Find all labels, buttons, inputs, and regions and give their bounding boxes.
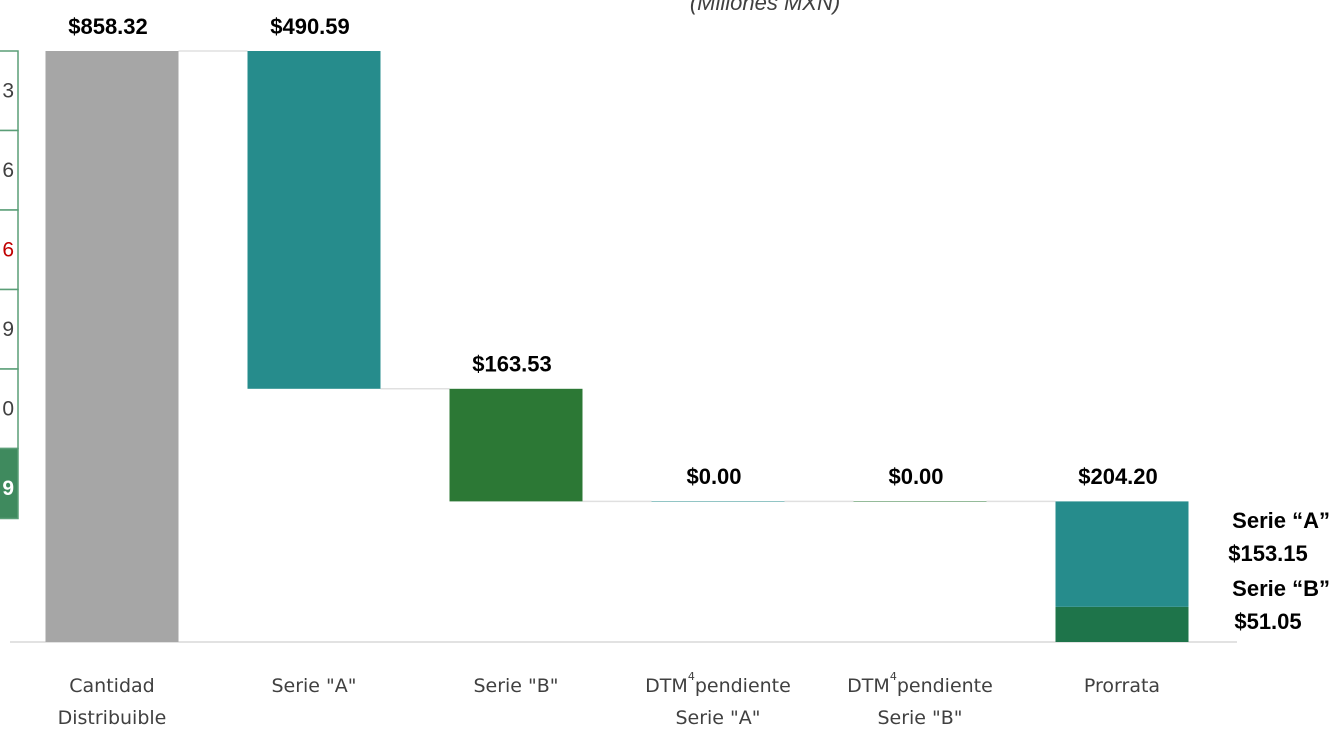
bar-segment bbox=[1055, 606, 1189, 642]
table-cell-text: 3 bbox=[2, 80, 14, 103]
value-label: $858.32 bbox=[68, 14, 148, 39]
label-part: DTM bbox=[645, 675, 688, 697]
value-label: $490.59 bbox=[270, 14, 350, 39]
x-tick-label: Cantidad bbox=[69, 675, 154, 697]
table-cell bbox=[0, 447, 19, 520]
bar bbox=[247, 51, 381, 389]
bar bbox=[651, 501, 785, 502]
footnote-mark: 4 bbox=[890, 670, 897, 683]
label-part: Distribuible bbox=[58, 707, 167, 729]
label-part: DTM bbox=[847, 675, 890, 697]
bar bbox=[853, 501, 987, 502]
table-cell-text: 6 bbox=[2, 239, 14, 262]
value-label: $163.53 bbox=[472, 352, 552, 377]
label-part: Serie "A" bbox=[271, 675, 356, 697]
x-tick-label: DTM4pendiente bbox=[847, 670, 993, 697]
label-part: Serie "A" bbox=[675, 707, 760, 729]
split-name: Serie “B” bbox=[1232, 576, 1330, 601]
x-tick-label: Serie "B" bbox=[473, 675, 558, 697]
bar bbox=[45, 51, 179, 642]
table-cell-text: 0 bbox=[2, 398, 14, 421]
label-part: Serie "B" bbox=[877, 707, 962, 729]
table-cell-text: 9 bbox=[2, 477, 14, 500]
table-cell-text: 9 bbox=[2, 318, 14, 341]
table-cell-text: 6 bbox=[2, 159, 14, 182]
label-part: pendiente bbox=[695, 675, 791, 697]
value-label: $0.00 bbox=[888, 464, 943, 489]
bar bbox=[449, 388, 583, 502]
label-part: Cantidad bbox=[69, 675, 154, 697]
label-part: Prorrata bbox=[1084, 675, 1160, 697]
chart-subtitle: (Millones MXN) bbox=[690, 0, 840, 15]
label-part: Serie "B" bbox=[473, 675, 558, 697]
bar-segment bbox=[1055, 501, 1189, 607]
split-name: Serie “A” bbox=[1232, 508, 1330, 533]
x-tick-label: DTM4pendiente bbox=[645, 670, 791, 697]
x-tick-label: Serie "B" bbox=[877, 707, 962, 729]
split-value-label: $51.05 bbox=[1234, 609, 1301, 634]
x-tick-label: Serie "A" bbox=[271, 675, 356, 697]
x-tick-label: Distribuible bbox=[58, 707, 167, 729]
x-tick-label: Serie "A" bbox=[675, 707, 760, 729]
value-label: $204.20 bbox=[1078, 464, 1158, 489]
value-label: $0.00 bbox=[686, 464, 741, 489]
label-part: pendiente bbox=[897, 675, 993, 697]
x-tick-label: Prorrata bbox=[1084, 675, 1160, 697]
footnote-mark: 4 bbox=[688, 670, 695, 683]
split-value-label: $153.15 bbox=[1228, 541, 1308, 566]
